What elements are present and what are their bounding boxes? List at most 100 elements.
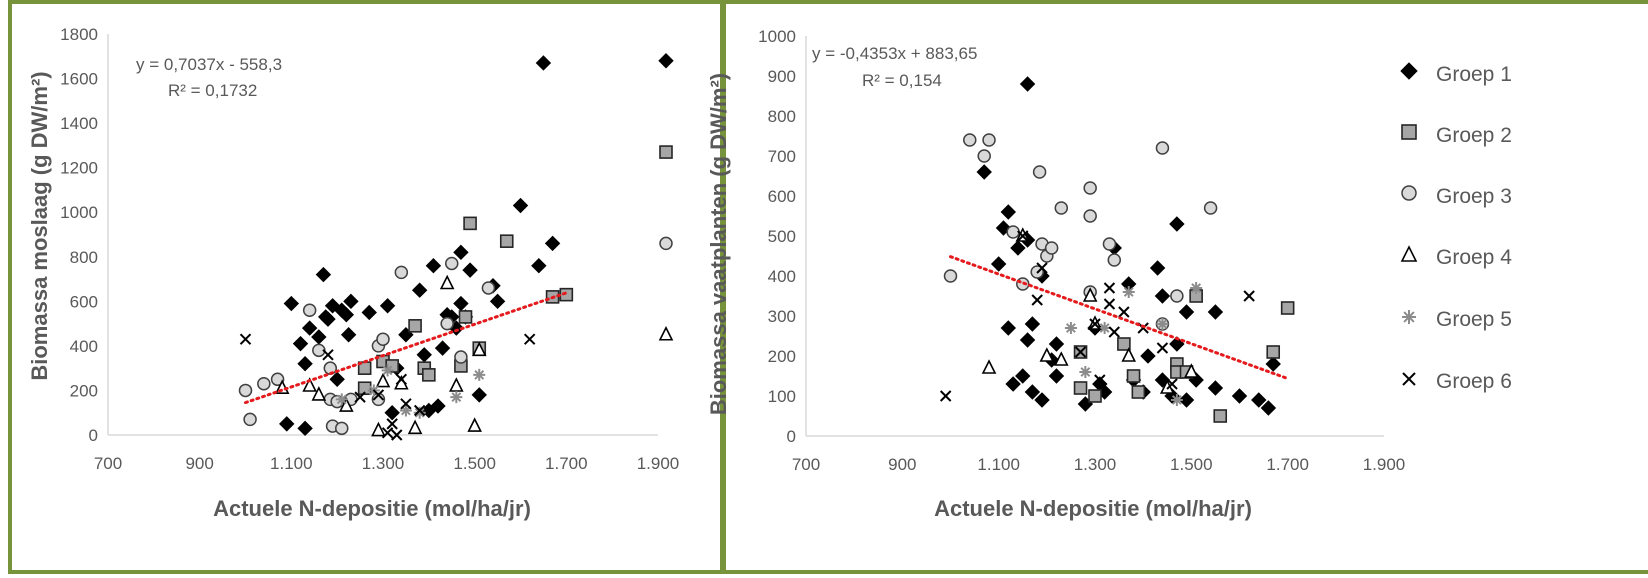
data-point-groep-1 (1207, 380, 1224, 396)
data-point-groep-3 (302, 303, 317, 317)
y-tick-label: 600 (768, 187, 796, 206)
data-point-groep-1 (301, 320, 318, 336)
scatter-chart-vaatplanten: Biomassa vaatplanten (g DW/m²) Actuele N… (706, 27, 1512, 521)
data-point-groep-1 (1265, 356, 1281, 372)
data-point-groep-1 (1019, 76, 1036, 92)
data-point-groep-2 (422, 368, 436, 382)
data-point-groep-2 (408, 319, 422, 333)
data-point-groep-3 (257, 377, 271, 391)
trendline (244, 291, 568, 405)
data-point-groep-6 (1089, 318, 1101, 330)
data-point-groep-5 (399, 404, 412, 417)
data-point-groep-1 (416, 347, 432, 363)
data-point-groep-3 (1054, 201, 1069, 215)
data-point-groep-3 (454, 350, 468, 364)
data-point-groep-1 (990, 256, 1007, 272)
y-axis-title: Biomassa moslaag (g DW/m²) (27, 71, 52, 380)
x-tick-label: 900 (185, 454, 213, 473)
y-tick-label: 800 (768, 107, 796, 126)
data-point-groep-1 (379, 298, 396, 314)
data-point-groep-1 (453, 244, 469, 261)
data-point-groep-6 (395, 373, 408, 386)
data-point-groep-2 (1131, 385, 1146, 399)
data-point-groep-1 (430, 398, 446, 414)
scatter-chart-moslaag: Biomassa moslaag (g DW/m²) Actuele N-dep… (27, 25, 679, 521)
legend-label-groep-2: Groep 2 (1436, 124, 1512, 147)
x-tick-label: 1.700 (545, 454, 588, 473)
data-point-groep-6 (939, 390, 952, 402)
data-point-groep-1 (489, 293, 506, 310)
data-point-groep-6 (386, 418, 398, 430)
data-point-groep-1 (1005, 376, 1021, 392)
data-point-groep-3 (1032, 165, 1047, 179)
legend: Groep 1 Groep 2 Groep 3 Groep 4 Groep 5 … (1436, 63, 1512, 393)
data-point-groep-1 (279, 416, 295, 432)
data-point-groep-1 (315, 266, 332, 283)
data-point-groep-4 (339, 397, 354, 412)
data-point-groep-3 (977, 149, 991, 163)
x-tick-label: 1.700 (1266, 455, 1309, 474)
data-point-groep-4 (981, 359, 997, 374)
data-point-groep-1 (1000, 320, 1017, 336)
data-point-groep-3 (1170, 289, 1184, 303)
data-point-groep-3 (1107, 253, 1122, 267)
data-point-groep-6 (523, 333, 536, 345)
data-point-groep-6 (354, 391, 366, 403)
data-point-groep-2 (659, 145, 673, 159)
legend-label-groep-4: Groep 4 (1436, 246, 1512, 269)
trendline-r-squared: R² = 0,154 (862, 71, 942, 90)
y-tick-label: 0 (89, 426, 98, 445)
data-point-groep-4 (1039, 347, 1055, 362)
x-tick-label: 1.500 (1170, 455, 1213, 474)
data-point-groep-5 (381, 364, 394, 377)
data-point-groep-1 (1178, 304, 1195, 320)
data-point-groep-2 (1088, 389, 1102, 403)
legend-marker-groep-5 (1402, 310, 1416, 324)
data-point-groep-4 (1121, 347, 1137, 362)
data-point-groep-6 (1036, 262, 1048, 274)
data-point-groep-6 (391, 429, 403, 441)
legend-label-groep-1: Groep 1 (1436, 63, 1512, 86)
y-tick-label: 1200 (60, 159, 98, 178)
data-point-groep-4 (311, 386, 327, 401)
data-point-groep-5 (1079, 366, 1092, 378)
data-point-groep-5 (1064, 322, 1077, 334)
data-point-groep-1 (1140, 348, 1156, 364)
y-tick-label: 300 (768, 307, 796, 326)
data-point-groep-1 (462, 262, 478, 278)
data-point-groep-3 (335, 421, 349, 436)
y-tick-label: 200 (70, 381, 98, 400)
y-axis-title: Biomassa vaatplanten (g DW/m²) (706, 73, 731, 415)
data-point-groep-5 (1170, 394, 1183, 406)
legend-marker-groep-6 (1402, 372, 1416, 386)
data-point-groep-2 (1266, 345, 1281, 359)
data-point-groep-6 (239, 333, 252, 345)
data-point-groep-4 (658, 325, 674, 341)
data-point-groep-6 (413, 404, 426, 417)
data-point-groep-3 (270, 372, 285, 387)
data-point-groep-3 (1083, 181, 1097, 195)
data-point-groep-6 (1166, 378, 1178, 390)
data-point-groep-2 (1213, 409, 1228, 423)
data-point-groep-5 (413, 406, 426, 419)
data-point-groep-3 (1102, 237, 1117, 251)
data-point-groep-4 (1053, 351, 1069, 366)
data-point-groep-3 (1006, 225, 1020, 239)
data-point-groep-1 (1015, 368, 1031, 384)
data-point-groep-1 (1231, 388, 1248, 404)
y-tick-label: 100 (768, 387, 796, 406)
x-tick-label: 700 (94, 454, 122, 473)
data-point-groep-4 (439, 274, 455, 290)
data-point-groep-3 (445, 256, 459, 271)
data-point-groep-3 (481, 281, 496, 295)
x-tick-label: 1.500 (453, 454, 496, 473)
data-point-groep-1 (297, 356, 313, 372)
data-point-groep-1 (1000, 204, 1017, 220)
data-point-groep-2 (559, 287, 574, 302)
data-point-groep-1 (311, 329, 327, 345)
data-point-groep-1 (1048, 368, 1065, 384)
chart-panel-left: Biomassa moslaag (g DW/m²) Actuele N-dep… (8, 0, 724, 574)
data-point-groep-1 (1024, 316, 1041, 332)
data-point-groep-3 (238, 383, 253, 398)
data-point-groep-1 (340, 327, 357, 343)
